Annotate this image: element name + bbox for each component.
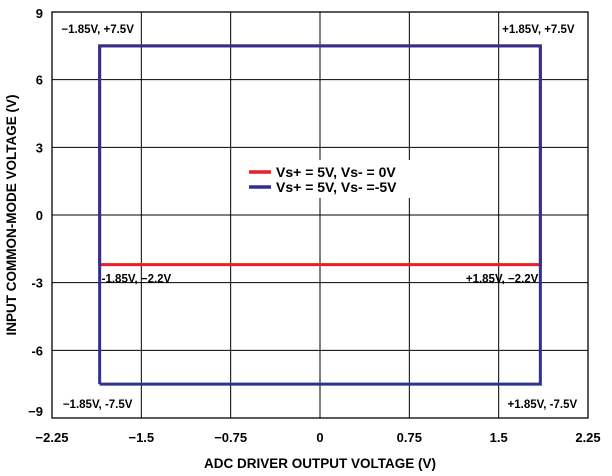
corner-annotation-1: +1.85V, +7.5V [502,24,575,36]
legend-label-1: Vs+ = 5V, Vs- =-5V [276,179,397,195]
corner-annotation-4: −1.85V, -7.5V [63,399,133,411]
tick-labels: −2.25 −1.5 −0.75 0 0.75 1.5 2.25 −9 -6 -3 0 3 6 9 [28,6,600,445]
legend-label-0: Vs+ = 5V, Vs- = 0V [276,164,396,180]
y-tick-label: 6 [36,73,43,88]
y-tick-label: -6 [31,343,43,358]
corner-annotation-5: +1.85V, -7.5V [508,399,578,411]
legend-box [245,160,421,198]
y-tick-label: 0 [36,208,43,223]
series-line-1 [98,44,542,386]
x-tick-label: 2.25 [575,430,600,445]
annotations: −1.85V, +7.5V +1.85V, +7.5V -1.85V, −2.2V +… [61,24,577,411]
x-tick-label: 1.5 [490,430,508,445]
series-layer [98,44,542,386]
x-tick-label: 0 [316,430,323,445]
corner-annotation-0: −1.85V, +7.5V [61,24,134,36]
plot-frame [51,11,589,419]
y-axis-title: INPUT COMMON-MODE VOLTAGE (V) [4,95,19,336]
y-tick-label: 3 [36,140,43,155]
y-tick-label: -3 [31,276,43,291]
x-tick-label: −0.75 [214,430,247,445]
corner-annotation-3: +1.85V, −2.2V [466,274,539,286]
y-tick-label: 9 [36,6,43,21]
x-axis-title: ADC DRIVER OUTPUT VOLTAGE (V) [204,456,436,471]
y-tick-label: −9 [28,404,43,419]
x-tick-label: 0.75 [397,430,422,445]
x-tick-label: −2.25 [36,430,69,445]
x-tick-label: −1.5 [128,430,154,445]
corner-annotation-2: -1.85V, −2.2V [102,274,172,286]
